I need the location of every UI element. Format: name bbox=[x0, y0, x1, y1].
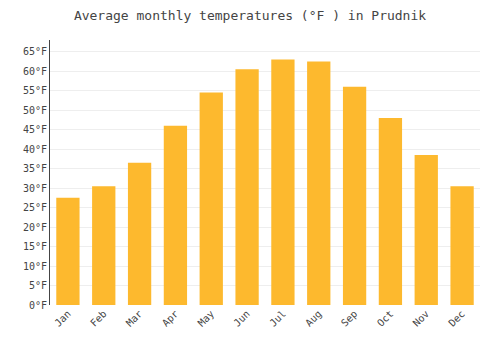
svg-text:Apr: Apr bbox=[160, 308, 181, 329]
svg-text:5°F: 5°F bbox=[29, 280, 47, 291]
svg-text:0°F: 0°F bbox=[29, 300, 47, 311]
svg-text:Jun: Jun bbox=[231, 308, 252, 329]
svg-text:65°F: 65°F bbox=[23, 46, 47, 57]
svg-text:50°F: 50°F bbox=[23, 105, 47, 116]
svg-text:Feb: Feb bbox=[88, 308, 109, 329]
svg-text:Jan: Jan bbox=[52, 308, 73, 329]
svg-text:40°F: 40°F bbox=[23, 144, 47, 155]
svg-text:Aug: Aug bbox=[303, 308, 324, 329]
svg-text:10°F: 10°F bbox=[23, 261, 47, 272]
svg-text:25°F: 25°F bbox=[23, 202, 47, 213]
svg-text:Oct: Oct bbox=[375, 308, 396, 329]
svg-text:Dec: Dec bbox=[446, 308, 467, 329]
svg-text:45°F: 45°F bbox=[23, 124, 47, 135]
svg-text:Sep: Sep bbox=[339, 308, 360, 329]
svg-text:May: May bbox=[196, 308, 217, 329]
svg-text:15°F: 15°F bbox=[23, 241, 47, 252]
svg-text:35°F: 35°F bbox=[23, 163, 47, 174]
svg-text:20°F: 20°F bbox=[23, 222, 47, 233]
svg-text:30°F: 30°F bbox=[23, 183, 47, 194]
svg-text:Mar: Mar bbox=[124, 308, 145, 329]
svg-text:55°F: 55°F bbox=[23, 85, 47, 96]
svg-text:60°F: 60°F bbox=[23, 66, 47, 77]
svg-text:Jul: Jul bbox=[267, 308, 288, 329]
svg-text:Nov: Nov bbox=[411, 308, 432, 329]
svg-text:Average monthly temperatures (: Average monthly temperatures (°F ) in Pr… bbox=[74, 8, 426, 23]
